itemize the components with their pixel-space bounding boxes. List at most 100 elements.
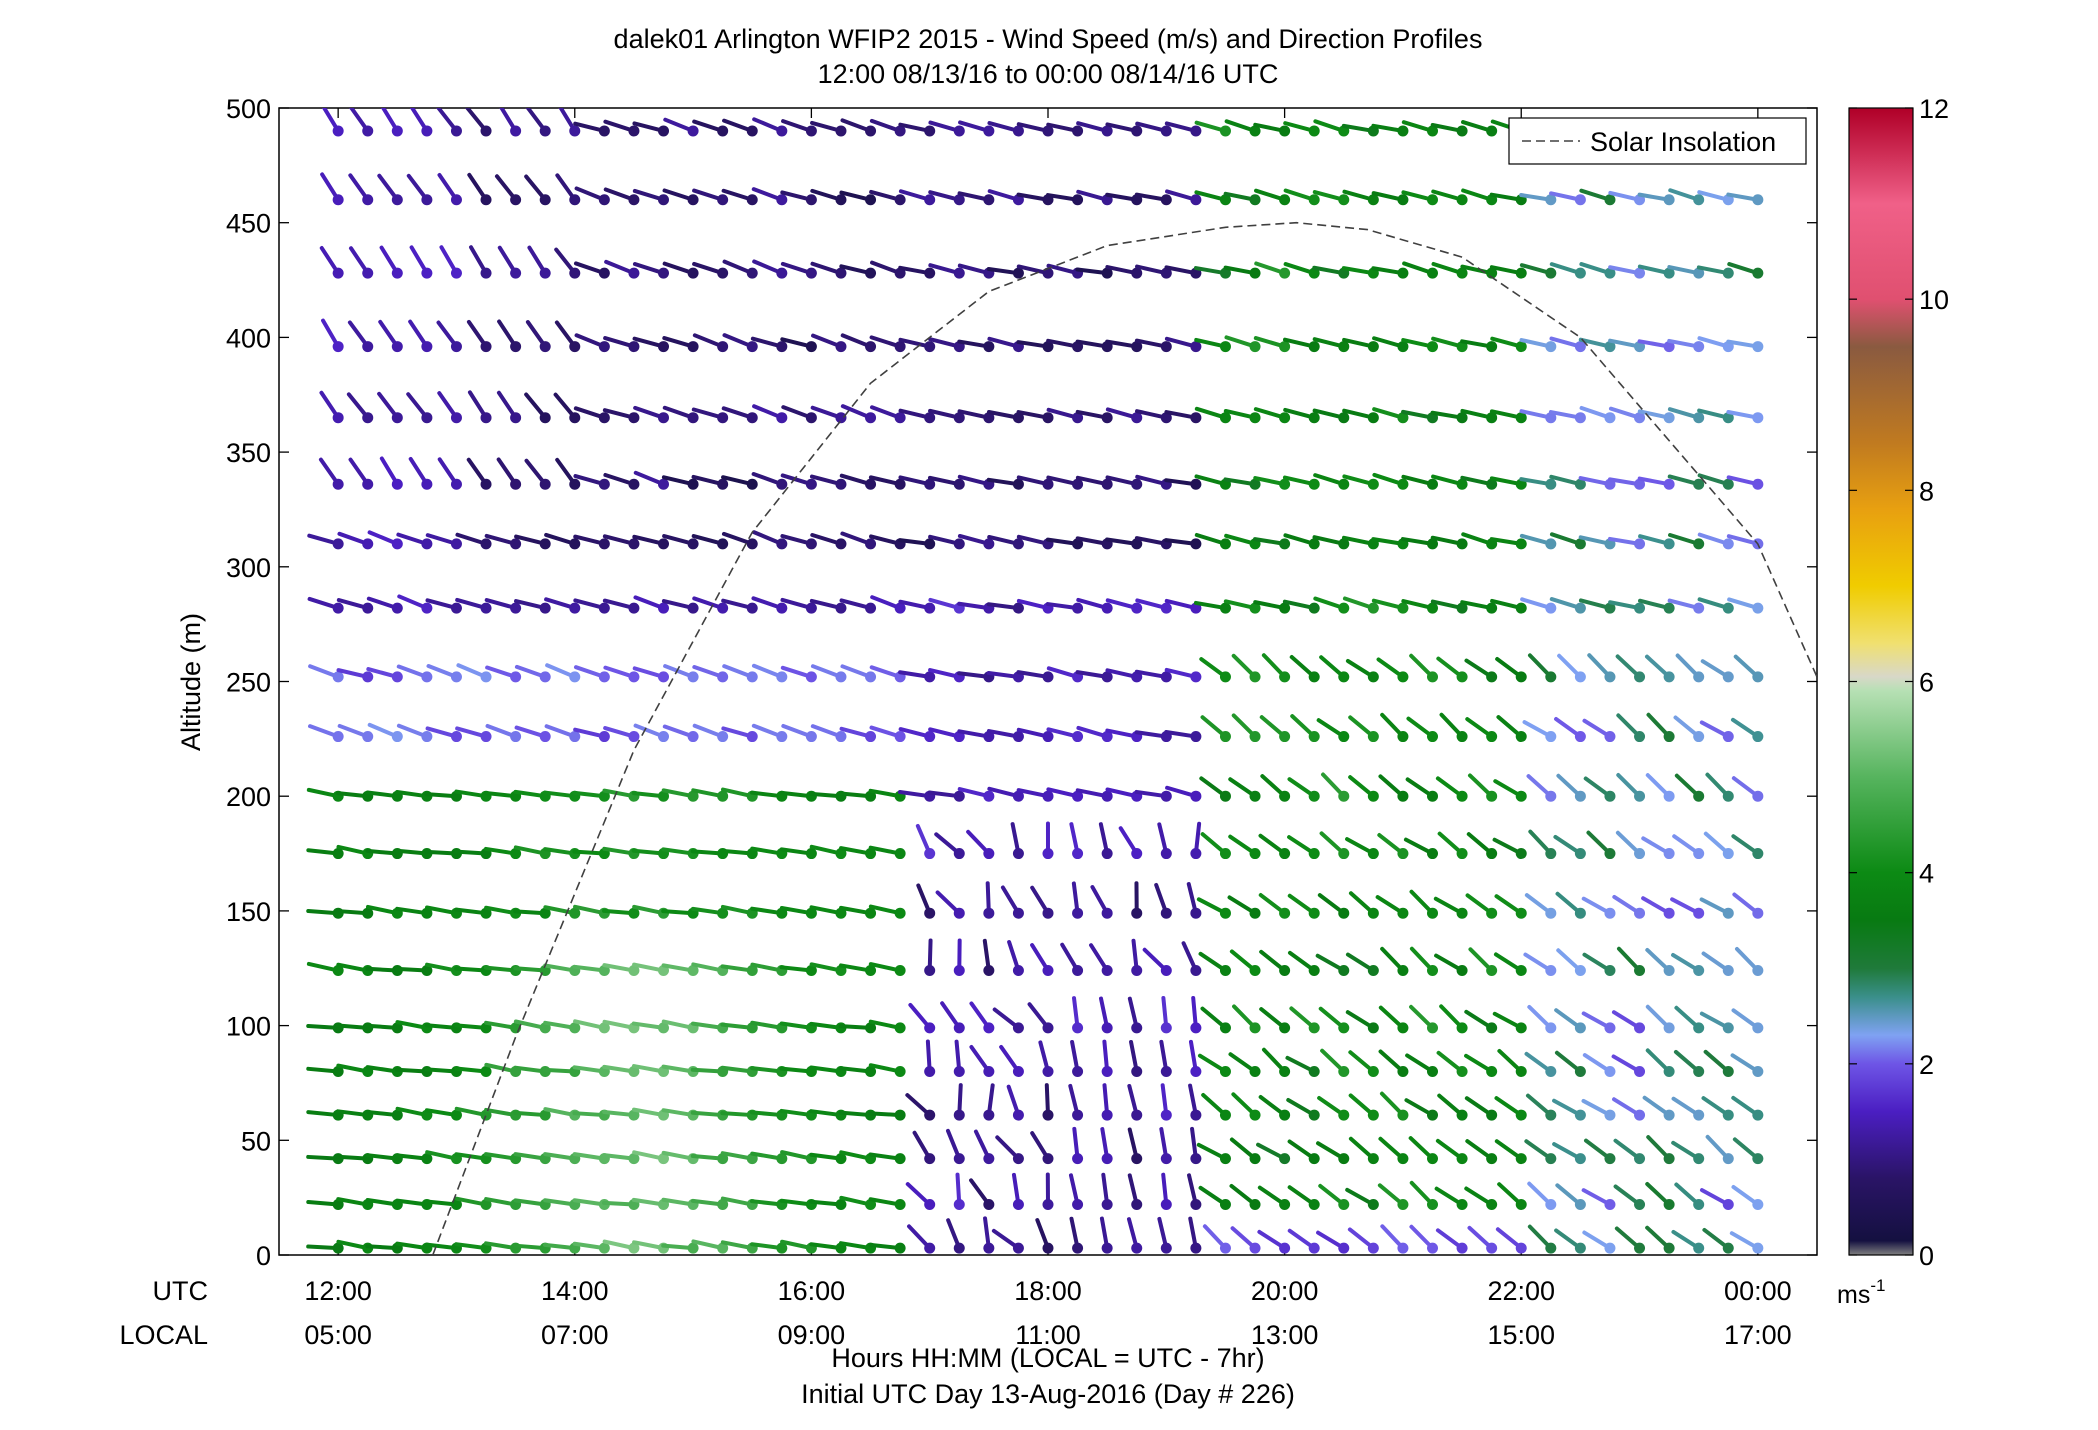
wind-barb-dot (1338, 731, 1349, 742)
wind-barb-dot (1604, 965, 1615, 976)
wind-barb-dot (1072, 1243, 1083, 1254)
wind-barb-dot (1309, 1153, 1320, 1164)
wind-barb-dot (510, 479, 521, 490)
y-tick-label: 150 (226, 897, 271, 927)
wind-barb-dot (1427, 341, 1438, 352)
wind-barb-dot (1250, 1199, 1261, 1210)
wind-barb-dot (1575, 965, 1586, 976)
wind-barb-dot (835, 671, 846, 682)
wind-barb-dot (1545, 479, 1556, 490)
wind-barb-dot (1309, 908, 1320, 919)
wind-barb-dot (865, 194, 876, 205)
wind-barb-dot (1397, 194, 1408, 205)
wind-barb-dot (1604, 731, 1615, 742)
wind-barb-dot (1664, 908, 1675, 919)
legend-label: Solar Insolation (1590, 127, 1776, 157)
wind-barb-dot (1752, 731, 1763, 742)
wind-barb-dot (954, 908, 965, 919)
wind-barb-dot (954, 1153, 965, 1164)
wind-barb-dot (1457, 1243, 1468, 1254)
wind-barb-dot (333, 603, 344, 614)
wind-barb-dot (1397, 1199, 1408, 1210)
wind-barb-dot (362, 603, 373, 614)
wind-barb-dot (599, 412, 610, 423)
wind-barb-dot (1397, 1153, 1408, 1164)
wind-barb-dot (1516, 731, 1527, 742)
wind-barb-dot (1457, 848, 1468, 859)
wind-barb-dot (481, 538, 492, 549)
wind-barb-dot (1102, 965, 1113, 976)
wind-barb-dot (1013, 1243, 1024, 1254)
wind-barb-dot (835, 479, 846, 490)
wind-barb-dot (865, 341, 876, 352)
wind-barb-dot (1723, 1066, 1734, 1077)
wind-barb-dot (1338, 412, 1349, 423)
wind-barb-dot (451, 731, 462, 742)
wind-barb-dot (1013, 1199, 1024, 1210)
wind-barb-dot (658, 125, 669, 136)
wind-barb-dot (1545, 1243, 1556, 1254)
wind-barb-dot (1575, 1022, 1586, 1033)
wind-barb-dot (1190, 965, 1201, 976)
wind-barb-dot (1190, 479, 1201, 490)
wind-barb-dot (1664, 479, 1675, 490)
wind-barb-dot (1250, 268, 1261, 279)
y-tick-label: 200 (226, 782, 271, 812)
wind-barb-dot (1102, 908, 1113, 919)
wind-barb-dot (569, 538, 580, 549)
wind-barb-dot (1752, 965, 1763, 976)
wind-barb-dot (1190, 848, 1201, 859)
wind-barb-dot (1309, 194, 1320, 205)
wind-barb-dot (1102, 1199, 1113, 1210)
wind-barb-dot (1693, 731, 1704, 742)
wind-barb-dot (1752, 848, 1763, 859)
wind-barb-dot (1427, 1199, 1438, 1210)
wind-barb-dot (1604, 1066, 1615, 1077)
wind-barb-dot (1072, 731, 1083, 742)
wind-barb-dot (1131, 125, 1142, 136)
wind-barb-dot (1752, 1110, 1763, 1121)
wind-barb-dot (1486, 603, 1497, 614)
wind-barb-dot (954, 1199, 965, 1210)
wind-barb-dot (1190, 1066, 1201, 1077)
wind-barb-dot (1397, 1110, 1408, 1121)
wind-barb-dot (835, 412, 846, 423)
wind-barb-dot (1250, 1110, 1261, 1121)
wind-barb-dot (747, 538, 758, 549)
wind-barb-dot (481, 412, 492, 423)
wind-barb-dot (1397, 965, 1408, 976)
wind-barb-dot (954, 965, 965, 976)
wind-barb-dot (1752, 1199, 1763, 1210)
wind-barb-dot (1102, 603, 1113, 614)
wind-barb-dot (1072, 965, 1083, 976)
wind-barb-dot (1250, 1243, 1261, 1254)
wind-barb-dot (776, 194, 787, 205)
wind-barb-dot (510, 731, 521, 742)
wind-barb-dot (1309, 1243, 1320, 1254)
wind-barb-dot (1220, 412, 1231, 423)
wind-barb-dot (1575, 412, 1586, 423)
wind-barb-dot (1723, 1243, 1734, 1254)
wind-barb-dot (569, 125, 580, 136)
wind-barb-dot (1723, 1022, 1734, 1033)
wind-barb-dot (1604, 1199, 1615, 1210)
wind-barb-dot (362, 412, 373, 423)
wind-barb-dot (540, 671, 551, 682)
wind-barb-dot (1013, 603, 1024, 614)
colorbar-unit-base: ms (1837, 1281, 1870, 1309)
wind-barb-dot (1368, 848, 1379, 859)
wind-barb-dot (1723, 479, 1734, 490)
wind-barb-dot (1693, 538, 1704, 549)
x-tick-label-utc: 12:00 (304, 1276, 372, 1306)
wind-barb-dot (1072, 908, 1083, 919)
wind-barb-dot (688, 412, 699, 423)
wind-barb-dot (1545, 603, 1556, 614)
colorbar-tick-label: 2 (1919, 1050, 1934, 1080)
y-tick-label: 300 (226, 553, 271, 583)
wind-barb-dot (835, 125, 846, 136)
wind-barb-dot (1043, 412, 1054, 423)
wind-barb-dot (1102, 848, 1113, 859)
wind-barb-dot (983, 1153, 994, 1164)
wind-barb-dot (1190, 1243, 1201, 1254)
